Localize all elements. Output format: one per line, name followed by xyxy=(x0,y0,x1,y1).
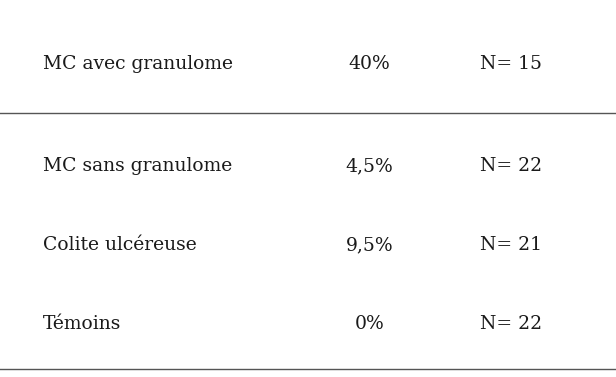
Text: N= 22: N= 22 xyxy=(480,315,543,333)
Text: N= 22: N= 22 xyxy=(480,157,543,175)
Text: 0%: 0% xyxy=(355,315,384,333)
Text: 4,5%: 4,5% xyxy=(346,157,394,175)
Text: N= 15: N= 15 xyxy=(480,55,543,73)
Text: Témoins: Témoins xyxy=(43,315,121,333)
Text: MC avec granulome: MC avec granulome xyxy=(43,55,233,73)
Text: 40%: 40% xyxy=(349,55,391,73)
Text: Colite ulcéreuse: Colite ulcéreuse xyxy=(43,236,197,254)
Text: 9,5%: 9,5% xyxy=(346,236,394,254)
Text: MC sans granulome: MC sans granulome xyxy=(43,157,232,175)
Text: N= 21: N= 21 xyxy=(480,236,543,254)
